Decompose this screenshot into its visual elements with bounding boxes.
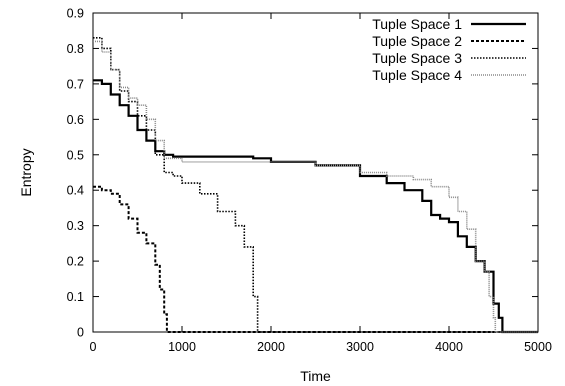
x-tick-label: 4000 [435, 340, 463, 354]
legend-label-4: Tuple Space 4 [372, 67, 462, 83]
series-line-4 [93, 40, 538, 333]
y-tick-label: 0.5 [67, 148, 84, 162]
y-tick-label: 0.6 [67, 113, 84, 127]
legend-label-1: Tuple Space 1 [372, 16, 462, 32]
y-tick-label: 0.8 [67, 42, 84, 56]
y-tick-label: 0.7 [67, 77, 84, 91]
y-axis-label: Entropy [18, 148, 34, 196]
x-tick-label: 0 [90, 340, 97, 354]
series-layer [93, 37, 538, 334]
x-axis-label: Time [300, 368, 331, 384]
y-tick-label: 0 [77, 326, 84, 340]
series-line-2 [93, 185, 538, 333]
x-tick-label: 3000 [346, 340, 374, 354]
axes-layer: 0 1000 2000 3000 4000 5000 0 0.1 0.2 0.3 0.4 0.5 0.6… [67, 7, 552, 355]
y-tick-label: 0.9 [67, 7, 84, 21]
series-line-1 [93, 79, 538, 334]
y-tick-label: 0.4 [67, 184, 84, 198]
legend-label-2: Tuple Space 2 [372, 33, 462, 49]
series-line-3 [93, 37, 538, 333]
y-tick-label: 0.2 [67, 255, 84, 269]
x-tick-label: 5000 [524, 340, 552, 354]
y-tick-label: 0.3 [67, 219, 84, 233]
legend-label-3: Tuple Space 3 [372, 50, 462, 66]
plot-frame [92, 12, 539, 333]
x-tick-label: 1000 [168, 340, 196, 354]
x-tick-label: 2000 [257, 340, 285, 354]
y-tick-label: 0.1 [67, 290, 84, 304]
